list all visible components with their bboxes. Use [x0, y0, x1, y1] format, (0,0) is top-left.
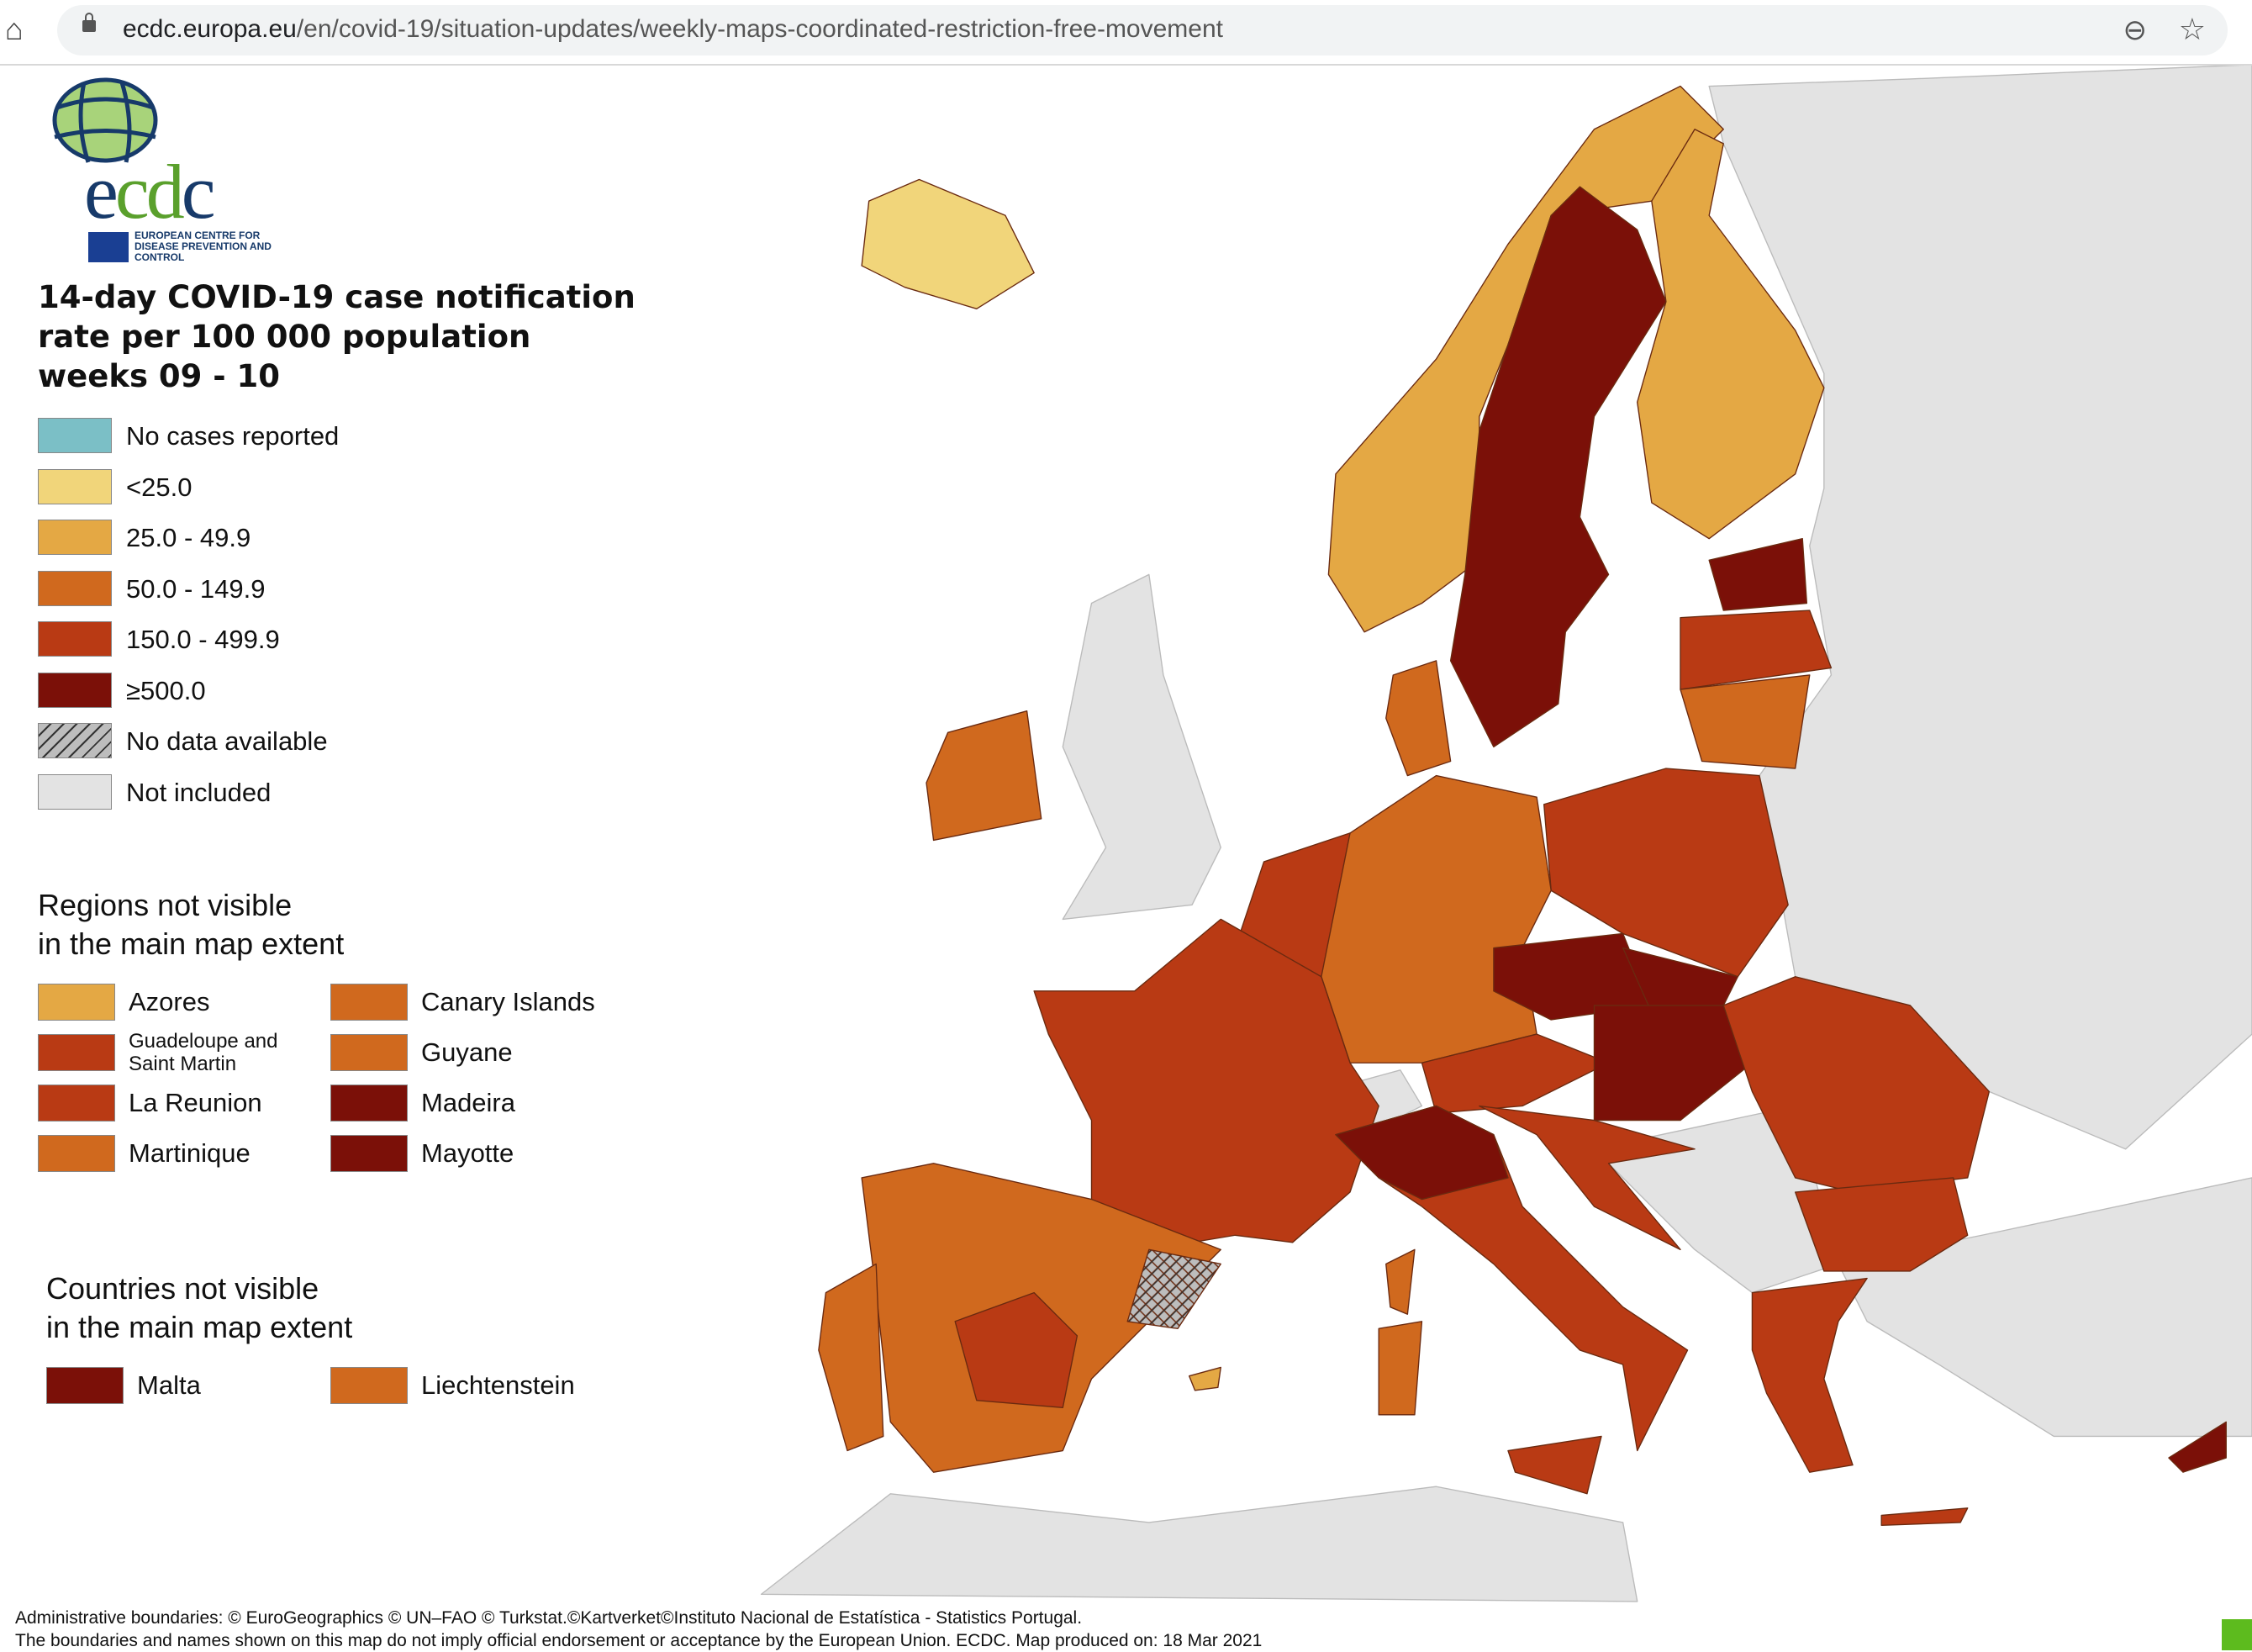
- footer-disclaimer: The boundaries and names shown on this m…: [15, 1631, 1263, 1650]
- url-text[interactable]: ecdc.europa.eu/en/covid-19/situation-upd…: [123, 15, 1223, 43]
- north-africa: [760, 1486, 1638, 1602]
- lock-icon[interactable]: [82, 13, 96, 32]
- legend-label: <25.0: [126, 472, 193, 502]
- finland: [1637, 129, 1825, 540]
- globe-icon: [52, 77, 158, 163]
- legend-label: No data available: [126, 726, 328, 756]
- legend-swatch: [38, 570, 112, 606]
- italy-north: [1335, 1105, 1509, 1201]
- feedback-tab[interactable]: [2222, 1619, 2252, 1650]
- poland: [1543, 768, 1789, 978]
- legend-label: Madeira: [421, 1088, 515, 1117]
- legend-label: 25.0 - 49.9: [126, 523, 251, 552]
- eu-flag-icon: [88, 232, 129, 262]
- section-title-line: in the main map extent: [46, 1310, 353, 1344]
- legend-swatch: [38, 468, 112, 504]
- turkey: [1838, 1177, 2252, 1438]
- legend-swatch: [38, 1085, 115, 1122]
- countries: [818, 85, 2227, 1527]
- logo-wordmark: ecdc: [84, 149, 216, 235]
- legend-swatch: [38, 520, 112, 555]
- section-title-line: Countries not visible: [46, 1271, 319, 1306]
- legend-swatch: [38, 621, 112, 657]
- greece: [1751, 1277, 1868, 1473]
- legend-label: ≥500.0: [126, 675, 206, 705]
- legend-label: Guadeloupe and Saint Martin: [129, 1030, 278, 1075]
- legend-label: La Reunion: [129, 1088, 262, 1117]
- section-title-line: Regions not visible: [38, 888, 293, 922]
- germany: [1321, 774, 1552, 1064]
- lithuania: [1680, 674, 1811, 769]
- zoom-icon[interactable]: ⊖: [2123, 14, 2148, 46]
- legend-label: Malta: [137, 1370, 201, 1400]
- legend-swatch: [330, 1367, 408, 1404]
- legend-swatch: [330, 1135, 408, 1172]
- estonia: [1708, 537, 1808, 611]
- uk: [1062, 573, 1221, 921]
- legend-swatch: [38, 723, 112, 758]
- legend-label: 150.0 - 499.9: [126, 625, 280, 654]
- legend-label: Not included: [126, 777, 272, 807]
- legend-label: Guyane: [421, 1037, 513, 1067]
- legend-swatch: [38, 672, 112, 708]
- home-icon[interactable]: ⌂: [5, 12, 24, 46]
- france: [1033, 918, 1379, 1251]
- legend-label: Canary Islands: [421, 987, 595, 1016]
- legend-swatch: [46, 1367, 124, 1404]
- legend-swatch: [38, 984, 115, 1021]
- title-line: rate per 100 000 population: [38, 319, 531, 355]
- balearics: [1188, 1366, 1221, 1391]
- browser-toolbar: ⌂ ecdc.europa.eu/en/covid-19/situation-u…: [0, 0, 2252, 66]
- legend-label: 50.0 - 149.9: [126, 573, 266, 604]
- sweden: [1449, 186, 1667, 748]
- address-bar[interactable]: ecdc.europa.eu/en/covid-19/situation-upd…: [57, 5, 2228, 55]
- catalonia-no-data: [1126, 1248, 1221, 1329]
- legend-label: No cases reported: [126, 421, 340, 451]
- legend-label: Mayotte: [421, 1138, 514, 1168]
- regions-section-title: Regions not visible in the main map exte…: [38, 886, 344, 963]
- madrid-region: [954, 1291, 1079, 1408]
- croatia-slovenia: [1479, 1105, 1696, 1251]
- romania: [1722, 976, 1991, 1193]
- ireland: [926, 710, 1042, 842]
- portugal: [818, 1263, 884, 1452]
- bulgaria: [1794, 1177, 1969, 1272]
- austria: [1421, 1033, 1610, 1114]
- crete: [1880, 1507, 1969, 1527]
- legend-swatch: [38, 1135, 115, 1172]
- logo-caption: EUROPEAN CENTRE FOR DISEASE PREVENTION A…: [134, 230, 272, 263]
- legend-swatch: [330, 1034, 408, 1071]
- legend-swatch: [330, 1085, 408, 1122]
- hungary: [1593, 1005, 1754, 1122]
- countries-section-title: Countries not visible in the main map ex…: [46, 1269, 352, 1347]
- sicily: [1507, 1435, 1602, 1495]
- denmark: [1385, 660, 1452, 777]
- latvia: [1680, 610, 1833, 690]
- sardinia: [1378, 1321, 1423, 1416]
- legend-swatch: [38, 1034, 115, 1071]
- map-footer: Administrative boundaries: © EuroGeograp…: [15, 1607, 1262, 1652]
- legend-label: Liechtenstein: [421, 1370, 575, 1400]
- ecdc-logo: ecdc EUROPEAN CENTRE FOR DISEASE PREVENT…: [42, 74, 294, 267]
- title-weeks: weeks 09 - 10: [38, 358, 280, 394]
- legend-swatch: [38, 773, 112, 810]
- legend-swatch: [330, 984, 408, 1021]
- legend-label: Martinique: [129, 1138, 251, 1168]
- corsica: [1385, 1248, 1416, 1315]
- iceland: [861, 178, 1035, 309]
- section-title-line: in the main map extent: [38, 926, 345, 961]
- bookmark-star-icon[interactable]: ☆: [2178, 12, 2206, 46]
- title-line: 14-day COVID-19 case notification: [38, 279, 636, 315]
- legend-swatch: [38, 418, 112, 453]
- map-title: 14-day COVID-19 case notification rate p…: [38, 277, 636, 396]
- legend-label: Azores: [129, 987, 210, 1016]
- cyprus: [2168, 1421, 2227, 1473]
- footer-attribution: Administrative boundaries: © EuroGeograp…: [15, 1608, 1083, 1628]
